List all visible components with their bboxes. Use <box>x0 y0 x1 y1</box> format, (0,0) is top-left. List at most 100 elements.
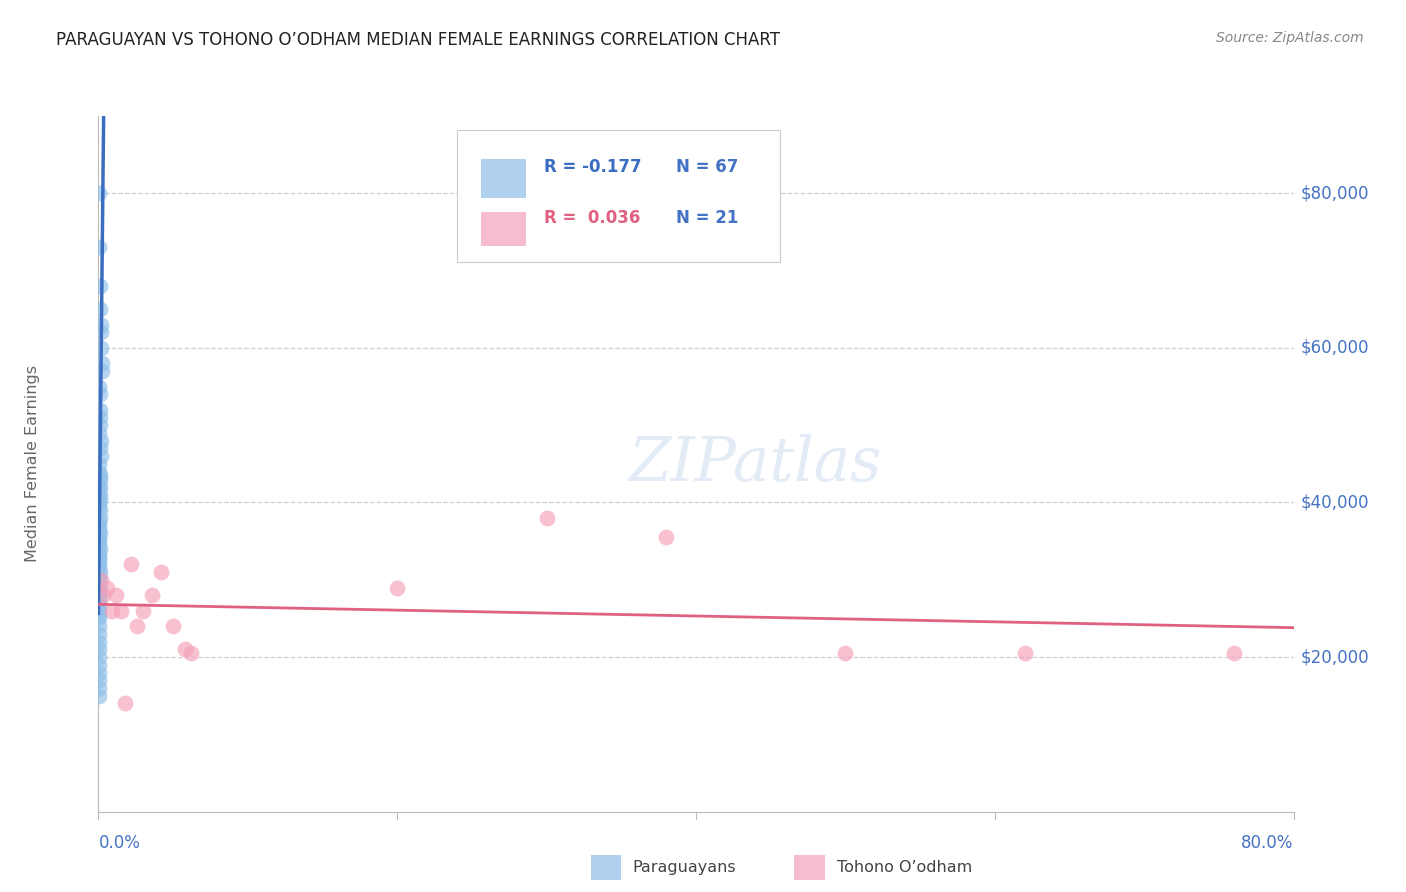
Point <box>89 565 111 579</box>
Point <box>89 526 111 541</box>
Point <box>90 449 112 463</box>
Point <box>87 619 110 633</box>
Point <box>89 500 111 514</box>
Point <box>150 565 173 579</box>
Point <box>141 588 163 602</box>
Point <box>89 186 111 201</box>
Point <box>101 604 124 618</box>
Point <box>87 549 110 564</box>
Point <box>89 240 111 254</box>
Text: ZIPatlas: ZIPatlas <box>628 434 883 494</box>
Text: R =  0.036: R = 0.036 <box>544 210 641 227</box>
Point <box>174 642 197 657</box>
Point <box>89 480 111 494</box>
Point <box>89 418 111 433</box>
Point <box>87 530 110 544</box>
Text: 80.0%: 80.0% <box>1241 834 1294 852</box>
Point <box>180 646 202 660</box>
Point <box>87 642 110 657</box>
Text: $20,000: $20,000 <box>1301 648 1369 666</box>
Point <box>89 488 111 502</box>
Text: 0.0%: 0.0% <box>98 834 141 852</box>
Point <box>89 442 111 456</box>
Point <box>105 588 128 602</box>
Point <box>89 302 111 317</box>
Point <box>89 491 111 506</box>
Text: N = 21: N = 21 <box>676 210 738 227</box>
Point <box>89 465 111 479</box>
Point <box>162 619 184 633</box>
Point <box>89 515 111 529</box>
Point <box>87 538 110 552</box>
FancyBboxPatch shape <box>457 130 779 262</box>
Text: $60,000: $60,000 <box>1301 339 1369 357</box>
Point <box>87 546 110 560</box>
Point <box>89 410 111 425</box>
Text: Source: ZipAtlas.com: Source: ZipAtlas.com <box>1216 31 1364 45</box>
Point <box>87 607 110 622</box>
FancyBboxPatch shape <box>481 211 526 246</box>
Point <box>87 576 110 591</box>
Text: $80,000: $80,000 <box>1301 185 1369 202</box>
Point <box>89 476 111 491</box>
Point <box>87 534 110 549</box>
Point <box>87 634 110 648</box>
Point <box>90 318 112 332</box>
Point <box>87 681 110 695</box>
Point <box>87 573 110 587</box>
Point <box>89 541 111 556</box>
Point <box>89 483 111 498</box>
Point <box>89 511 111 525</box>
Point <box>87 689 110 703</box>
Point <box>87 518 110 533</box>
Point <box>834 646 856 660</box>
Point <box>87 611 110 625</box>
Point <box>87 553 110 567</box>
Text: Tohono O’odham: Tohono O’odham <box>837 860 972 874</box>
Point <box>90 341 112 355</box>
Point <box>90 356 112 370</box>
Text: N = 67: N = 67 <box>676 158 738 176</box>
Point <box>114 697 136 711</box>
Point <box>110 604 132 618</box>
Point <box>96 581 118 595</box>
Text: Paraguayans: Paraguayans <box>633 860 737 874</box>
Point <box>90 573 112 587</box>
FancyBboxPatch shape <box>481 160 526 198</box>
Point <box>87 569 110 583</box>
Point <box>89 472 111 486</box>
Point <box>89 457 111 471</box>
Text: Median Female Earnings: Median Female Earnings <box>25 366 41 562</box>
Point <box>90 326 112 340</box>
Point <box>655 530 678 544</box>
Text: PARAGUAYAN VS TOHONO O’ODHAM MEDIAN FEMALE EARNINGS CORRELATION CHART: PARAGUAYAN VS TOHONO O’ODHAM MEDIAN FEMA… <box>56 31 780 49</box>
Point <box>385 581 409 595</box>
Point <box>87 650 110 665</box>
Point <box>89 434 111 448</box>
Point <box>87 495 110 509</box>
Point <box>1223 646 1246 660</box>
Point <box>89 279 111 293</box>
Point <box>91 588 114 602</box>
Point <box>91 364 114 378</box>
Point <box>89 523 111 537</box>
Point <box>87 561 110 575</box>
Point <box>1014 646 1036 660</box>
Point <box>89 387 111 401</box>
Point <box>87 596 110 610</box>
Point <box>89 503 111 517</box>
Point <box>89 379 111 393</box>
Point <box>89 402 111 417</box>
Point <box>87 627 110 641</box>
Point <box>89 425 111 440</box>
Point <box>87 599 110 614</box>
Point <box>536 511 558 525</box>
Point <box>132 604 155 618</box>
Point <box>89 468 111 483</box>
Point <box>87 665 110 680</box>
Point <box>87 657 110 672</box>
Point <box>87 592 110 607</box>
Point <box>87 558 110 572</box>
Point <box>89 581 111 595</box>
Point <box>87 673 110 688</box>
